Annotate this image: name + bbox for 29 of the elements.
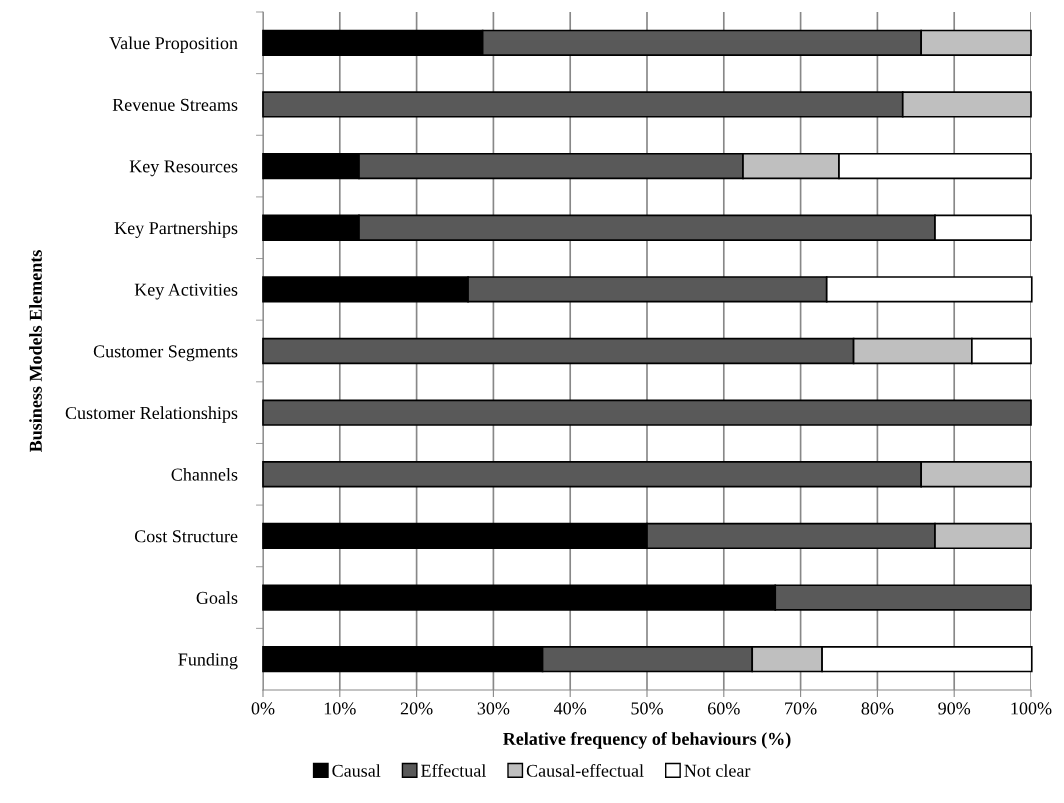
x-tick-label: 40%: [554, 702, 587, 715]
x-tick-label: 0%: [251, 702, 275, 715]
x-tick-label: 30%: [477, 702, 510, 715]
y-tick-label: Key Partnerships: [114, 221, 238, 238]
x-tick-label: 90%: [938, 702, 971, 715]
y-tick-label: Key Activities: [134, 283, 238, 300]
x-tick-label: 10%: [324, 702, 356, 715]
x-tick-label: 80%: [861, 702, 894, 715]
y-tick-label: Revenue Streams: [112, 98, 238, 111]
x-tick-label: 60%: [708, 702, 740, 715]
x-tick-label: 20%: [400, 702, 433, 715]
legend-label: Not clear: [684, 764, 751, 777]
x-tick-label: 50%: [631, 702, 663, 715]
x-tick-label: 70%: [785, 702, 817, 715]
y-tick-label: Goals: [196, 591, 238, 604]
legend-label: Effectual: [421, 763, 486, 777]
y-tick-label: Key Resources: [129, 160, 238, 177]
x-tick-label: 100%: [1011, 702, 1052, 715]
y-axis-title: Business Models Elements: [29, 250, 42, 453]
y-tick-label: Cost Structure: [134, 530, 238, 543]
y-tick-label: Value Proposition: [109, 36, 238, 53]
bar: [262, 399, 1032, 426]
y-tick-label: Funding: [178, 652, 238, 670]
x-axis-title: Relative frequency of behaviours (%): [503, 732, 791, 749]
legend-label: Causal: [332, 764, 381, 777]
legend-label: Causal-effectual: [526, 763, 644, 777]
y-tick-label: Customer Segments: [93, 345, 238, 362]
y-tick-label: Channels: [171, 468, 238, 481]
y-tick-label: Customer Relationships: [65, 406, 238, 423]
